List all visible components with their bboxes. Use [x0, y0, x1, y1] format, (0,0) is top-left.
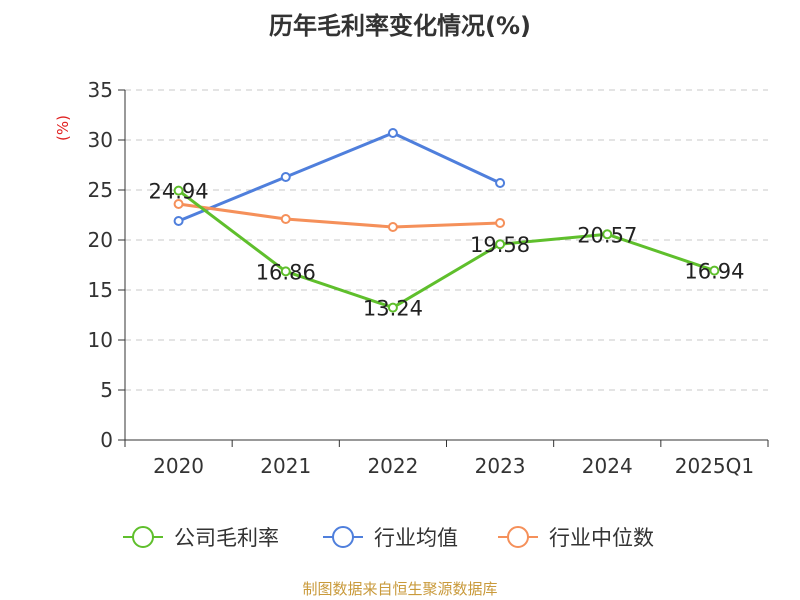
x-tick-label: 2021: [260, 454, 311, 478]
data-point: [280, 266, 291, 277]
data-point: [280, 214, 291, 224]
data-point: [602, 229, 613, 240]
series-line: [178, 131, 501, 223]
y-tick-label: 30: [88, 128, 113, 152]
y-tick-label: 35: [88, 78, 113, 102]
chart-title: 历年毛利率变化情况(%): [269, 12, 531, 40]
data-label: 19.58: [470, 233, 530, 257]
legend-label: 公司毛利率: [174, 526, 279, 550]
x-tick-label: 2025Q1: [675, 454, 754, 478]
data-label: 16.86: [256, 260, 316, 284]
y-tick-label: 25: [88, 178, 113, 202]
data-point: [387, 222, 398, 232]
data-point: [495, 239, 506, 250]
y-tick-label: 10: [88, 328, 113, 352]
legend-marker: [132, 526, 154, 548]
legend-marker: [507, 526, 529, 548]
y-tick-label: 0: [100, 428, 113, 452]
data-label: 24.94: [149, 180, 209, 204]
data-label: 20.57: [577, 223, 637, 247]
series-line: [178, 202, 501, 229]
data-point: [709, 265, 720, 276]
source-note: 制图数据来自恒生聚源数据库: [302, 580, 498, 598]
data-point: [173, 185, 184, 196]
legend-label: 行业均值: [374, 526, 458, 550]
y-tick-label: 15: [88, 278, 113, 302]
x-tick-label: 2022: [367, 454, 418, 478]
series-line: [177, 189, 715, 310]
data-point: [173, 199, 184, 209]
x-tick-label: 2023: [475, 454, 526, 478]
legend-label: 行业中位数: [549, 526, 654, 550]
y-tick-label: 5: [100, 378, 113, 402]
y-tick-label: 20: [88, 228, 113, 252]
legend-marker: [332, 526, 354, 548]
data-point: [495, 218, 506, 228]
data-point: [387, 128, 398, 138]
x-tick-label: 2020: [153, 454, 204, 478]
data-label: 16.94: [684, 260, 744, 284]
data-point: [495, 178, 506, 188]
x-tick-label: 2024: [582, 454, 633, 478]
data-point: [280, 172, 291, 182]
data-point: [173, 216, 184, 226]
data-label: 13.24: [363, 297, 423, 321]
y-axis-label: (%): [54, 115, 72, 141]
data-point: [387, 302, 398, 313]
